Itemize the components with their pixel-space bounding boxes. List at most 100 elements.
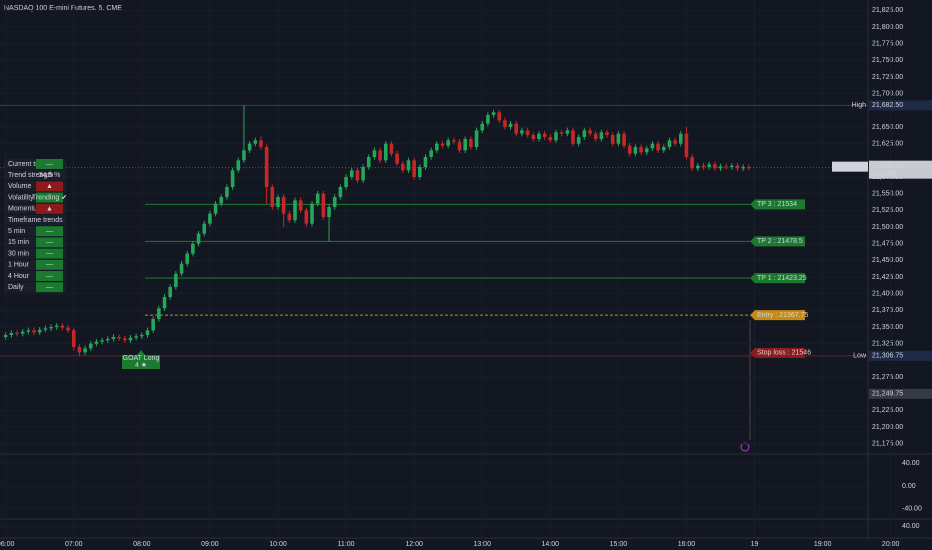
level-tag: TP 1 : 21423.25 bbox=[757, 275, 807, 282]
candle-body bbox=[673, 140, 677, 144]
candle-body bbox=[259, 140, 263, 147]
candle-body bbox=[123, 338, 127, 341]
x-tick-label: 08:00 bbox=[133, 541, 151, 548]
dashboard-label: Daily bbox=[8, 284, 24, 291]
symbol: NQH2025 bbox=[834, 164, 865, 171]
level-tag: TP 3 : 21534 bbox=[757, 201, 797, 208]
y-tick-label: 21,350.00 bbox=[872, 324, 903, 331]
dashboard-cell bbox=[36, 259, 63, 270]
candle-body bbox=[349, 170, 354, 177]
low-marker-bg bbox=[869, 350, 932, 361]
candle-body bbox=[469, 139, 473, 147]
dashboard-value: — bbox=[46, 250, 53, 257]
dashboard-label: 30 min bbox=[8, 250, 29, 257]
candle-body bbox=[622, 133, 626, 146]
candle-body bbox=[718, 166, 723, 169]
y-tick-label: 21,425.00 bbox=[872, 274, 903, 281]
x-tick-label: 20:00 bbox=[882, 541, 900, 548]
y-tick-label: 21,200.00 bbox=[872, 424, 903, 431]
candle-body bbox=[713, 164, 717, 169]
candle-body bbox=[20, 331, 25, 334]
x-tick-label: 12:00 bbox=[405, 541, 423, 548]
candle-body bbox=[9, 333, 14, 335]
dashboard-label: Volume bbox=[8, 183, 31, 190]
dashboard-cell bbox=[36, 237, 63, 248]
dashboard-value: — bbox=[46, 161, 53, 168]
candle-body bbox=[270, 187, 275, 207]
candle-body bbox=[576, 137, 581, 144]
y-tick-label: 21,750.00 bbox=[872, 57, 903, 64]
candle-body bbox=[128, 337, 133, 341]
candle-body bbox=[741, 167, 745, 169]
candle-body bbox=[690, 157, 694, 169]
x-tick-label: 11:00 bbox=[338, 541, 355, 548]
candle-body bbox=[77, 347, 82, 353]
dashboard-cell bbox=[36, 271, 63, 281]
candle-body bbox=[15, 333, 19, 334]
candle-body bbox=[344, 177, 348, 187]
candle-body bbox=[656, 143, 660, 151]
candle-body bbox=[247, 143, 252, 151]
candle-body bbox=[32, 330, 36, 333]
dashboard-value: — bbox=[46, 239, 53, 246]
dashboard-label: Trend strength bbox=[8, 172, 53, 179]
candle-body bbox=[678, 133, 683, 144]
candle-body bbox=[457, 141, 462, 151]
candle-body bbox=[514, 123, 519, 134]
dashboard-label: 4 Hour bbox=[8, 273, 30, 280]
candle-body bbox=[225, 187, 229, 197]
candle-body bbox=[100, 340, 104, 342]
candle-body bbox=[54, 325, 59, 327]
candle-body bbox=[168, 287, 172, 297]
candle-body bbox=[88, 343, 93, 349]
y-tick-label: 21,550.00 bbox=[872, 191, 903, 198]
candle-body bbox=[747, 167, 751, 168]
candle-body bbox=[94, 341, 99, 344]
level-tag-bg bbox=[750, 273, 805, 284]
candle-body bbox=[650, 143, 655, 149]
high-marker-name: High bbox=[852, 102, 867, 109]
candle-body bbox=[174, 273, 178, 287]
candle-body bbox=[157, 308, 161, 319]
dashboard-label: Volatility bbox=[8, 194, 34, 201]
dashboard-cell bbox=[36, 248, 63, 259]
y-tick-label: 21,225.00 bbox=[872, 407, 903, 414]
candle-body bbox=[332, 197, 337, 207]
dashboard-cell bbox=[36, 203, 63, 214]
candle-body bbox=[191, 243, 195, 254]
candle-body bbox=[162, 297, 167, 309]
candle-body bbox=[389, 143, 394, 154]
candle-body bbox=[355, 170, 360, 181]
y-tick-label: 21,450.00 bbox=[872, 257, 903, 264]
candle-body bbox=[264, 147, 269, 187]
candle-body bbox=[537, 133, 541, 139]
level-tag-bg bbox=[750, 199, 805, 210]
dashboard-cell bbox=[36, 159, 63, 169]
candle-body bbox=[66, 327, 70, 331]
candle-body bbox=[276, 197, 280, 207]
candle-body bbox=[644, 148, 649, 153]
candle-body bbox=[185, 253, 190, 264]
pane-tick-label: 0.00 bbox=[902, 483, 916, 490]
candle-body bbox=[605, 132, 609, 135]
candle-body bbox=[140, 335, 144, 337]
dashboard-label: 5 min bbox=[8, 228, 25, 235]
candle-body bbox=[548, 137, 553, 141]
x-tick-label: 16:00 bbox=[678, 541, 696, 548]
y-tick-label: 21,475.00 bbox=[872, 241, 903, 248]
x-tick-label: 06:00 bbox=[0, 541, 15, 548]
candle-body bbox=[230, 170, 235, 187]
candle-body bbox=[105, 339, 110, 341]
candle-body bbox=[474, 130, 479, 147]
dashboard-row-bg bbox=[4, 203, 66, 214]
candle-body bbox=[26, 330, 31, 332]
dashboard-value: — bbox=[46, 262, 53, 269]
candle-body bbox=[616, 133, 621, 144]
dashboard-row-bg bbox=[4, 271, 66, 281]
pane-tick-label: 40.00 bbox=[902, 523, 920, 530]
dashboard-label: Momentum bbox=[8, 206, 43, 213]
cursor-marker-value: 21,249.75 bbox=[872, 391, 903, 398]
candle-body bbox=[633, 147, 638, 154]
y-tick-label: 21,625.00 bbox=[872, 141, 903, 148]
